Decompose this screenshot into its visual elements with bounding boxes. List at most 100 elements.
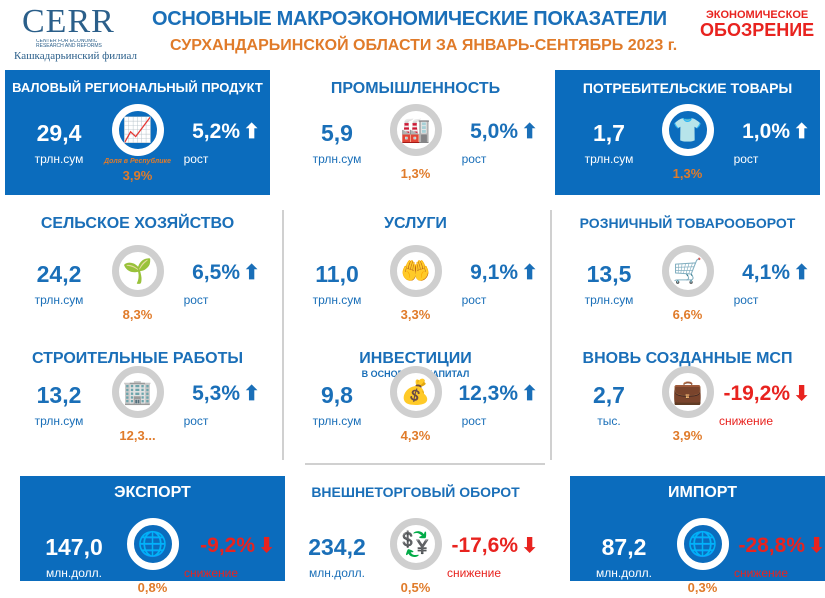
card-title: ВАЛОВЫЙ РЕГИОНАЛЬНЫЙ ПРОДУКТ <box>12 80 263 95</box>
card-title: ПОТРЕБИТЕЛЬСКИЕ ТОВАРЫ <box>582 80 793 96</box>
card-value: 5,9 <box>321 120 353 146</box>
card-unit: трлн.сум <box>34 414 84 428</box>
growth-chart-icon: 📈 <box>111 104 164 156</box>
indicator-card: ВНОВЬ СОЗДАННЫЕ МСП 💼 2,7 тыс. -19,2% ⬇ снижен… <box>555 340 820 460</box>
card-change-label: рост <box>183 152 209 166</box>
brand-line1: ЭКОНОМИЧЕСКОЕ <box>705 9 809 21</box>
card-change-label: рост <box>733 293 759 307</box>
card-change-label: снижение <box>733 566 789 580</box>
card-unit: трлн.сум <box>312 293 362 307</box>
money-bag-hand-icon: 💰 <box>389 366 442 418</box>
card-title: ПРОМЫШЛЕННОСТЬ <box>330 80 501 97</box>
divider <box>282 210 284 460</box>
card-share: 1,3% <box>400 166 431 181</box>
share-note: Доля в Республике <box>104 158 171 165</box>
arrow-up-icon: ⬆ <box>521 121 538 143</box>
brand-line2: ОБОЗРЕНИЕ <box>700 20 815 40</box>
card-value: 234,2 <box>308 534 366 560</box>
tshirt-icon: 👕 <box>661 104 714 156</box>
arrow-down-icon: ⬇ <box>793 383 810 405</box>
card-title: ЭКСПОРТ <box>114 484 191 501</box>
indicator-card: СЕЛЬСКОЕ ХОЗЯЙСТВО 🌱 24,2 трлн.сум 6,5% ⬆ рост… <box>5 205 270 335</box>
card-unit: трлн.сум <box>34 293 84 307</box>
card-unit: млн.долл. <box>596 566 652 580</box>
card-share: 3,9% <box>672 428 703 443</box>
arrow-down-icon: ⬇ <box>808 535 825 557</box>
logo-subtext: CENTER FOR ECONOMIC RESEARCH AND REFORMS <box>36 39 102 49</box>
card-share: 1,3% <box>672 166 703 181</box>
card-unit: трлн.сум <box>584 293 634 307</box>
shovel-plant-icon: 🌱 <box>111 245 164 297</box>
arrow-down-icon: ⬇ <box>521 535 538 557</box>
indicator-card: ЭКСПОРТ 🌐 147,0 млн.долл. -9,2% ⬇ снижение 0,8% <box>20 476 285 595</box>
indicator-card: УСЛУГИ 🤲 11,0 трлн.сум 9,1% ⬆ рост 3,3% <box>283 205 548 335</box>
card-share: 4,3% <box>400 428 431 443</box>
card-title: ВНОВЬ СОЗДАННЫЕ МСП <box>582 350 793 367</box>
card-value: 13,2 <box>36 382 82 408</box>
indicator-card: ВАЛОВЫЙ РЕГИОНАЛЬНЫЙ ПРОДУКТ 📈 29,4 трлн.су… <box>5 70 270 195</box>
card-title: ИНВЕСТИЦИИ <box>359 350 472 367</box>
card-share: 6,6% <box>672 307 703 322</box>
card-value: 24,2 <box>36 261 82 287</box>
card-change: 5,2% <box>192 120 240 143</box>
brand-logo: ЭКОНОМИЧЕСКОЕ ОБОЗРЕНИЕ <box>700 9 815 40</box>
card-value: 1,7 <box>593 120 625 146</box>
card-change: -9,2% <box>200 534 255 557</box>
card-change-label: снижение <box>718 414 774 428</box>
card-value: 13,5 <box>586 261 632 287</box>
briefcase-icon: 💼 <box>661 366 714 418</box>
card-title: УСЛУГИ <box>384 215 447 232</box>
card-unit: трлн.сум <box>312 152 362 166</box>
card-change: 4,1% <box>742 261 790 284</box>
branch-name: Кашкадарьинский филиал <box>14 50 137 62</box>
card-value: 87,2 <box>601 534 647 560</box>
card-change-label: снижение <box>446 566 502 580</box>
logo-text: CERR <box>22 3 115 40</box>
globe-import-icon: 🌐 <box>676 518 729 570</box>
card-change-label: рост <box>733 152 759 166</box>
service-hand-icon: 🤲 <box>389 245 442 297</box>
indicator-card: РОЗНИЧНЫЙ ТОВАРООБОРОТ 🛒 13,5 трлн.сум 4,1% ⬆… <box>555 205 820 335</box>
card-share: 3,3% <box>400 307 431 322</box>
card-value: 147,0 <box>45 534 103 560</box>
arrow-down-icon: ⬇ <box>258 535 275 557</box>
arrow-up-icon: ⬆ <box>521 383 538 405</box>
arrow-up-icon: ⬆ <box>793 262 810 284</box>
page-title: ОСНОВНЫЕ МАКРОЭКОНОМИЧЕСКИЕ ПОКАЗАТЕЛИ <box>152 8 667 30</box>
arrow-up-icon: ⬆ <box>243 121 260 143</box>
card-change-label: рост <box>461 293 487 307</box>
card-change: -19,2% <box>723 382 790 405</box>
factory-icon: 🏭 <box>389 104 442 156</box>
card-share: 0,3% <box>687 580 718 595</box>
card-title: ИМПОРТ <box>667 484 737 501</box>
card-share: 0,5% <box>400 580 431 595</box>
card-change-label: рост <box>461 414 487 428</box>
card-title: СЕЛЬСКОЕ ХОЗЯЙСТВО <box>40 215 235 232</box>
card-share: 0,8% <box>137 580 168 595</box>
card-change: 12,3% <box>458 382 518 405</box>
card-change-label: рост <box>461 152 487 166</box>
card-unit: млн.долл. <box>309 566 365 580</box>
card-value: 29,4 <box>36 120 82 146</box>
card-unit: трлн.сум <box>34 152 84 166</box>
cerr-logo: CERR CENTER FOR ECONOMIC RESEARCH AND RE… <box>14 3 115 50</box>
arrow-up-icon: ⬆ <box>243 262 260 284</box>
card-title: ВНЕШНЕТОРГОВЫЙ ОБОРОТ <box>311 484 520 500</box>
card-change: 5,0% <box>470 120 518 143</box>
card-change: 9,1% <box>470 261 518 284</box>
card-change: -17,6% <box>451 534 518 557</box>
card-unit: млн.долл. <box>46 566 102 580</box>
card-change-label: рост <box>183 293 209 307</box>
card-value: 2,7 <box>593 382 625 408</box>
divider <box>550 210 552 460</box>
page-subtitle: СУРХАНДАРЬИНСКОЙ ОБЛАСТИ ЗА ЯНВАРЬ-СЕНТЯ… <box>170 37 678 54</box>
card-value: 11,0 <box>315 261 359 287</box>
card-share: 3,9% <box>122 168 153 183</box>
indicator-card: ПОТРЕБИТЕЛЬСКИЕ ТОВАРЫ 👕 1,7 трлн.сум 1,0% ⬆ р… <box>555 70 820 195</box>
indicator-card: ПРОМЫШЛЕННОСТЬ 🏭 5,9 трлн.сум 5,0% ⬆ рост 1,3% <box>283 70 548 195</box>
indicator-card: СТРОИТЕЛЬНЫЕ РАБОТЫ 🏢 13,2 трлн.сум 5,3% ⬆ рос… <box>5 340 270 460</box>
card-title: РОЗНИЧНЫЙ ТОВАРООБОРОТ <box>579 215 796 231</box>
card-title: СТРОИТЕЛЬНЫЕ РАБОТЫ <box>31 350 244 367</box>
card-change: 1,0% <box>742 120 790 143</box>
